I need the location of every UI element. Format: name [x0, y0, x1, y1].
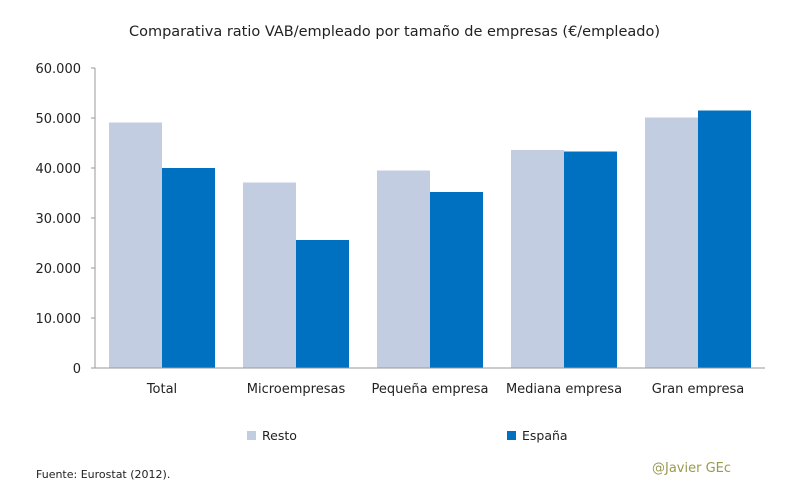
bar-espana-4	[698, 110, 751, 368]
x-tick-label: Microempresas	[247, 382, 346, 397]
y-tick-label: 60.000	[36, 62, 82, 77]
y-tick-label: 50.000	[36, 112, 82, 127]
bar-espana-0	[162, 168, 215, 368]
author-credit: @Javier GEc	[652, 461, 732, 476]
bar-espana-2	[430, 192, 483, 368]
x-tick-label: Pequeña empresa	[372, 382, 489, 397]
x-tick-label: Gran empresa	[652, 382, 744, 397]
source-note: Fuente: Eurostat (2012).	[36, 468, 171, 481]
bar-resto-1	[243, 182, 296, 368]
y-tick-label: 20.000	[36, 262, 82, 277]
bar-resto-0	[109, 122, 162, 368]
bar-espana-3	[564, 151, 617, 368]
y-tick-label: 40.000	[36, 162, 82, 177]
bar-resto-4	[645, 117, 698, 368]
bar-espana-1	[296, 240, 349, 368]
legend-item-resto: Resto	[247, 428, 297, 443]
legend-swatch-espana	[507, 431, 516, 440]
x-tick-label: Total	[146, 382, 177, 397]
x-tick-label: Mediana empresa	[506, 382, 622, 397]
chart-title: Comparativa ratio VAB/empleado por tamañ…	[128, 24, 661, 40]
y-tick-label: 10.000	[36, 312, 82, 327]
legend-label-resto: Resto	[262, 428, 297, 443]
bar-resto-2	[377, 170, 430, 368]
bar-resto-3	[511, 150, 564, 368]
y-tick-label: 30.000	[36, 212, 82, 227]
y-tick-label: 0	[73, 362, 81, 377]
legend-label-espana: España	[522, 428, 568, 443]
legend-swatch-resto	[247, 431, 256, 440]
legend-item-espana: España	[507, 428, 568, 443]
